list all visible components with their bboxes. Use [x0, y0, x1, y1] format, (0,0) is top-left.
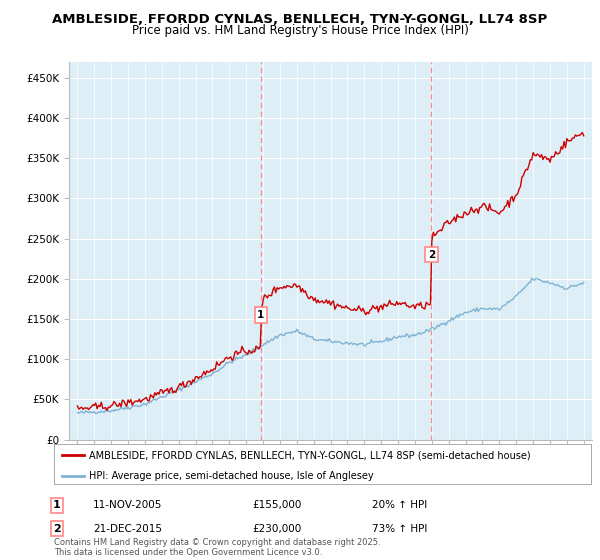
Text: 2: 2 — [428, 250, 435, 260]
Text: £155,000: £155,000 — [252, 500, 301, 510]
Text: £230,000: £230,000 — [252, 524, 301, 534]
Text: 20% ↑ HPI: 20% ↑ HPI — [372, 500, 427, 510]
Text: Contains HM Land Registry data © Crown copyright and database right 2025.
This d: Contains HM Land Registry data © Crown c… — [54, 538, 380, 557]
Text: AMBLESIDE, FFORDD CYNLAS, BENLLECH, TYN-Y-GONGL, LL74 8SP (semi-detached house): AMBLESIDE, FFORDD CYNLAS, BENLLECH, TYN-… — [89, 450, 530, 460]
Text: AMBLESIDE, FFORDD CYNLAS, BENLLECH, TYN-Y-GONGL, LL74 8SP: AMBLESIDE, FFORDD CYNLAS, BENLLECH, TYN-… — [52, 13, 548, 26]
Text: 1: 1 — [53, 500, 61, 510]
Text: HPI: Average price, semi-detached house, Isle of Anglesey: HPI: Average price, semi-detached house,… — [89, 470, 374, 480]
Text: Price paid vs. HM Land Registry's House Price Index (HPI): Price paid vs. HM Land Registry's House … — [131, 24, 469, 37]
Text: 21-DEC-2015: 21-DEC-2015 — [93, 524, 162, 534]
Text: 73% ↑ HPI: 73% ↑ HPI — [372, 524, 427, 534]
Text: 2: 2 — [53, 524, 61, 534]
Text: 11-NOV-2005: 11-NOV-2005 — [93, 500, 163, 510]
Text: 1: 1 — [257, 310, 265, 320]
